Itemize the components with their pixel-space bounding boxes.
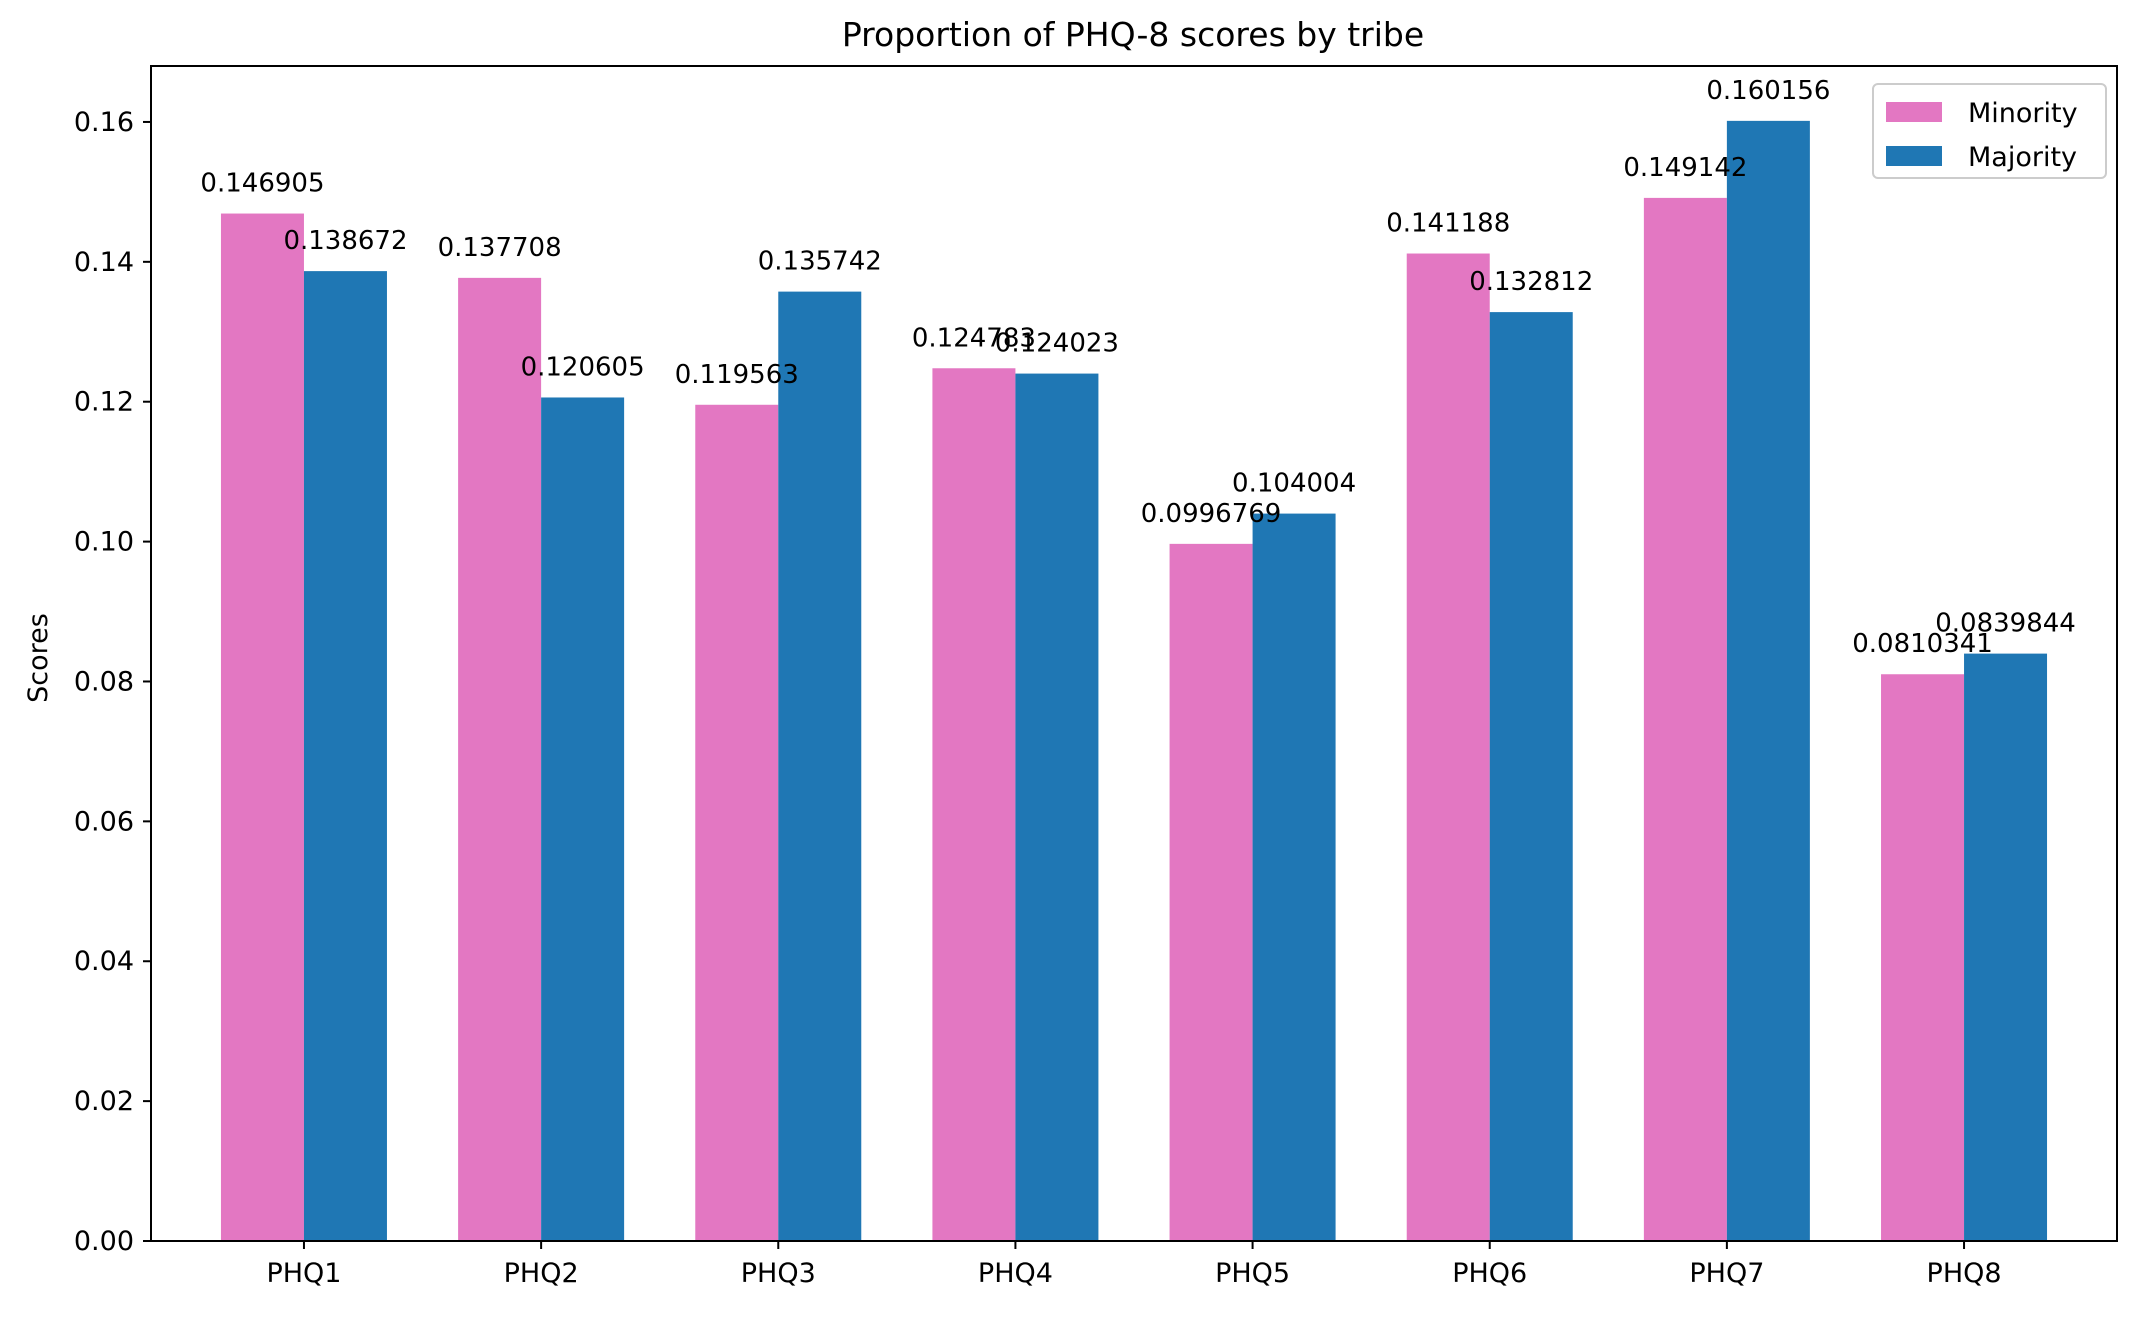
value-label-majority-phq4: 0.124023 bbox=[995, 329, 1119, 359]
bar-minority-phq8 bbox=[1881, 674, 1965, 1241]
x-tick-label-phq4: PHQ4 bbox=[978, 1258, 1053, 1289]
value-label-minority-phq3: 0.119563 bbox=[675, 360, 799, 390]
value-label-minority-phq6: 0.141188 bbox=[1386, 209, 1510, 239]
y-axis: 0.00 0.02 0.04 0.06 0.08 0.10 0.12 0.14 0.16 bbox=[74, 107, 151, 1257]
legend-swatch-majority bbox=[1886, 146, 1942, 166]
y-tick-label: 0.16 bbox=[74, 107, 134, 138]
x-tick-label-phq7: PHQ7 bbox=[1689, 1258, 1764, 1289]
bar-minority-phq3 bbox=[695, 404, 779, 1241]
value-label-minority-phq7: 0.149142 bbox=[1623, 153, 1747, 183]
y-axis-label: Scores bbox=[23, 613, 54, 703]
value-label-minority-phq2: 0.137708 bbox=[438, 233, 562, 263]
value-label-minority-phq1: 0.146905 bbox=[200, 169, 324, 199]
y-tick-label: 0.02 bbox=[74, 1086, 134, 1117]
value-label-minority-phq4: 0.124783 bbox=[912, 323, 1036, 353]
bar-majority-phq8 bbox=[1964, 653, 2048, 1241]
y-tick-label: 0.10 bbox=[74, 527, 134, 558]
bar-majority-phq7 bbox=[1726, 120, 1810, 1242]
bar-minority-phq6 bbox=[1406, 253, 1490, 1241]
x-tick-label-phq3: PHQ3 bbox=[741, 1258, 816, 1289]
value-label-majority-phq2: 0.120605 bbox=[521, 352, 645, 382]
bar-minority-phq4 bbox=[932, 368, 1016, 1241]
value-label-minority-phq5: 0.0996769 bbox=[1141, 499, 1282, 529]
bar-majority-phq6 bbox=[1489, 312, 1573, 1241]
bar-minority-phq1 bbox=[220, 213, 304, 1241]
bar-minority-phq2 bbox=[458, 277, 542, 1241]
legend: Minority Majority bbox=[1872, 83, 2107, 179]
x-tick-label-phq6: PHQ6 bbox=[1452, 1258, 1527, 1289]
y-tick-label: 0.12 bbox=[74, 387, 134, 418]
bar-majority-phq3 bbox=[778, 291, 862, 1241]
x-tick-label-phq2: PHQ2 bbox=[504, 1258, 579, 1289]
value-labels-layer: 0.146905 0.138672 0.137708 0.120605 0.119563… bbox=[200, 76, 2075, 659]
legend-swatch-minority bbox=[1886, 102, 1942, 122]
bars-layer bbox=[220, 120, 2048, 1242]
x-axis: PHQ1 PHQ2 PHQ3 PHQ4 PHQ5 PHQ6 PHQ7 PHQ8 bbox=[266, 1241, 2002, 1289]
value-label-majority-phq1: 0.138672 bbox=[283, 226, 407, 256]
legend-label-minority: Minority bbox=[1968, 98, 2078, 129]
y-tick-label: 0.00 bbox=[74, 1226, 134, 1257]
value-label-majority-phq6: 0.132812 bbox=[1469, 267, 1593, 297]
bar-minority-phq5 bbox=[1169, 543, 1253, 1241]
x-tick-label-phq5: PHQ5 bbox=[1215, 1258, 1290, 1289]
legend-label-majority: Majority bbox=[1968, 142, 2077, 173]
plot-frame bbox=[150, 65, 2118, 1242]
value-label-majority-phq5: 0.104004 bbox=[1232, 469, 1356, 499]
value-label-majority-phq8: 0.0839844 bbox=[1935, 609, 2076, 639]
bar-majority-phq4 bbox=[1015, 373, 1099, 1242]
y-tick-label: 0.04 bbox=[74, 946, 134, 977]
value-label-majority-phq3: 0.135742 bbox=[758, 247, 882, 277]
value-label-minority-phq8: 0.0810341 bbox=[1852, 629, 1993, 659]
bar-majority-phq2 bbox=[541, 397, 625, 1242]
value-label-majority-phq7: 0.160156 bbox=[1706, 76, 1830, 106]
y-tick-label: 0.06 bbox=[74, 806, 134, 837]
bar-majority-phq5 bbox=[1252, 513, 1336, 1241]
y-tick-label: 0.08 bbox=[74, 666, 134, 697]
bar-majority-phq1 bbox=[303, 271, 387, 1241]
x-tick-label-phq1: PHQ1 bbox=[266, 1258, 341, 1289]
bar-minority-phq7 bbox=[1643, 197, 1727, 1241]
chart-title: Proportion of PHQ-8 scores by tribe bbox=[842, 15, 1424, 54]
y-tick-label: 0.14 bbox=[74, 247, 134, 278]
x-tick-label-phq8: PHQ8 bbox=[1927, 1258, 2002, 1289]
